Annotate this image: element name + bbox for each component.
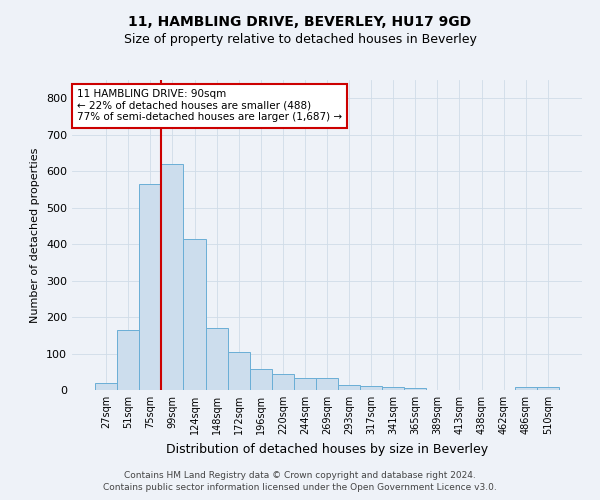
Bar <box>360 386 382 390</box>
Bar <box>272 374 294 390</box>
Bar <box>184 238 206 390</box>
Text: 11, HAMBLING DRIVE, BEVERLEY, HU17 9GD: 11, HAMBLING DRIVE, BEVERLEY, HU17 9GD <box>128 15 472 29</box>
Bar <box>139 184 161 390</box>
Bar <box>338 384 360 390</box>
Bar <box>117 330 139 390</box>
Bar <box>206 328 227 390</box>
Bar <box>515 388 537 390</box>
Bar <box>250 369 272 390</box>
Bar <box>382 387 404 390</box>
Bar <box>316 378 338 390</box>
Bar <box>537 387 559 390</box>
Text: Contains HM Land Registry data © Crown copyright and database right 2024.
Contai: Contains HM Land Registry data © Crown c… <box>103 471 497 492</box>
X-axis label: Distribution of detached houses by size in Beverley: Distribution of detached houses by size … <box>166 442 488 456</box>
Bar <box>95 384 117 390</box>
Bar <box>294 378 316 390</box>
Text: Size of property relative to detached houses in Beverley: Size of property relative to detached ho… <box>124 32 476 46</box>
Text: 11 HAMBLING DRIVE: 90sqm
← 22% of detached houses are smaller (488)
77% of semi-: 11 HAMBLING DRIVE: 90sqm ← 22% of detach… <box>77 90 342 122</box>
Bar <box>227 352 250 390</box>
Bar <box>161 164 184 390</box>
Bar <box>404 388 427 390</box>
Y-axis label: Number of detached properties: Number of detached properties <box>31 148 40 322</box>
